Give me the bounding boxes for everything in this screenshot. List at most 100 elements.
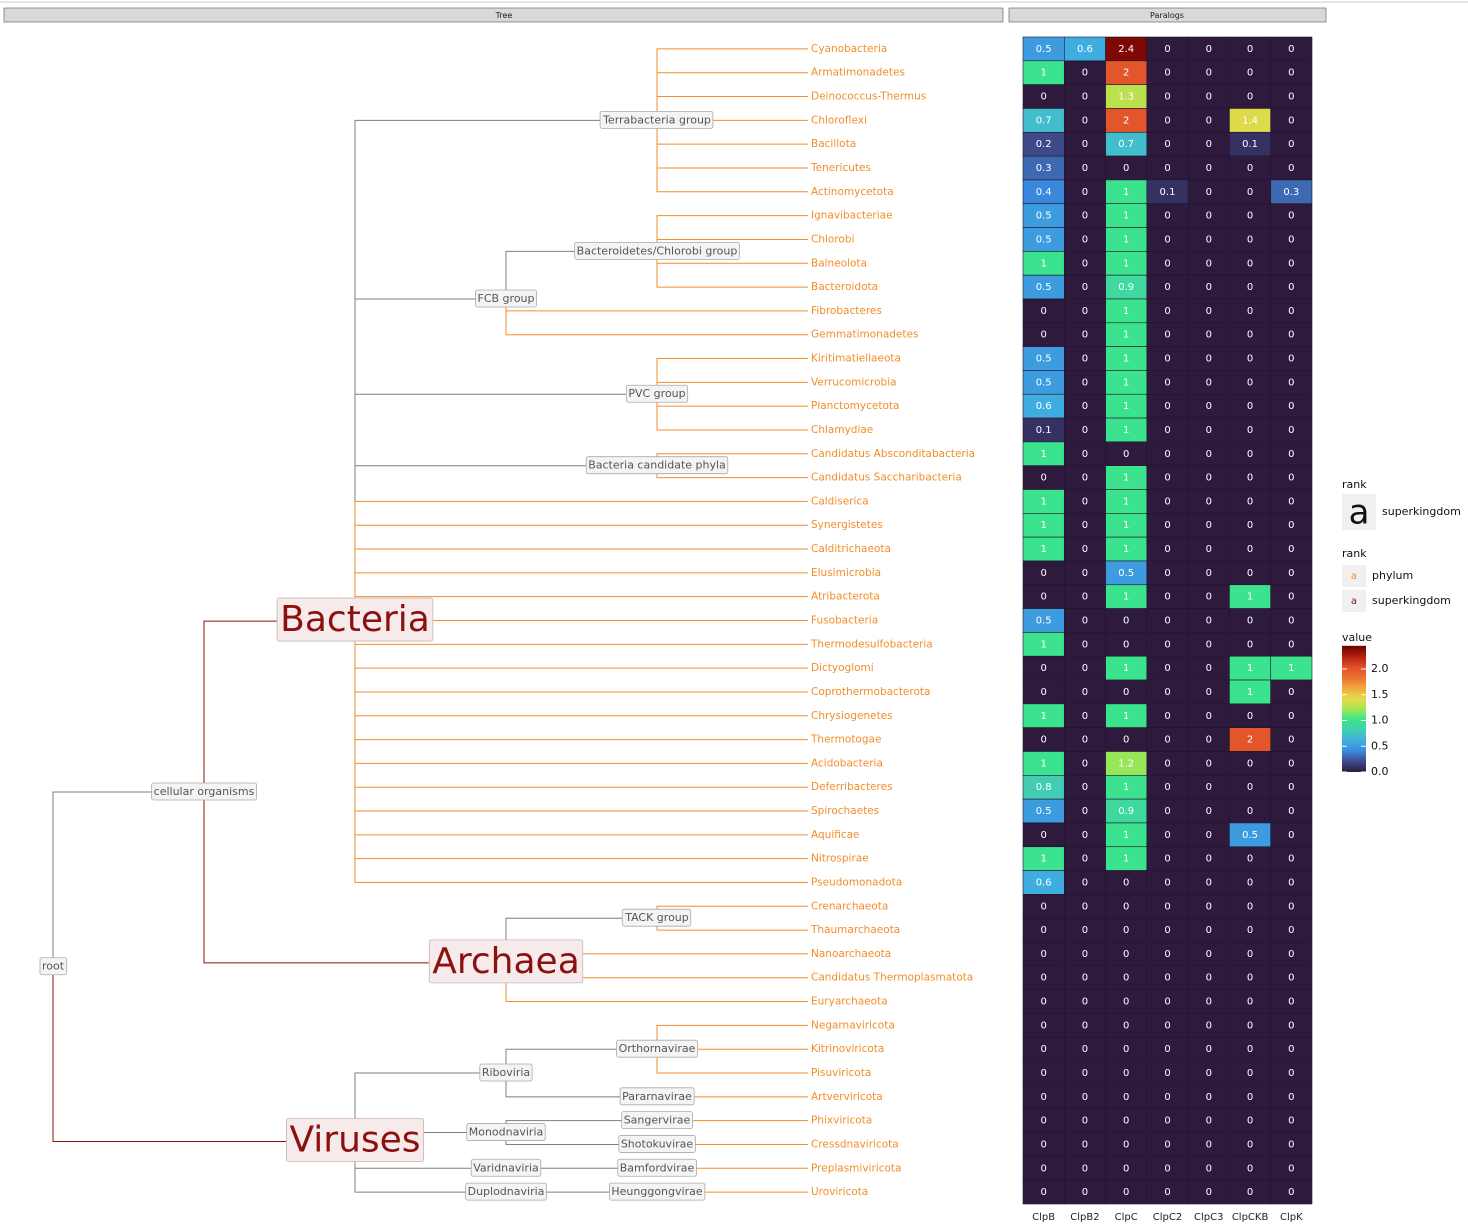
cell-label: 1: [1288, 663, 1294, 674]
cell-label: 0: [1247, 1044, 1253, 1055]
cell-label: 0: [1082, 187, 1088, 198]
cell-label: 0.5: [1036, 282, 1052, 293]
cell-label: 0: [1206, 234, 1212, 245]
colorbar-title: value: [1342, 631, 1372, 644]
cell-label: 0: [1040, 687, 1046, 698]
cell-label: 0: [1206, 44, 1212, 55]
cell-label: 0.5: [1036, 44, 1052, 55]
tip-label: Chloroflexi: [811, 114, 867, 126]
cell-label: 0: [1206, 687, 1212, 698]
node-label: Heunggongvirae: [611, 1185, 702, 1198]
cell-label: 0: [1164, 901, 1170, 912]
node-box: [479, 1063, 533, 1082]
cell-label: 0: [1247, 901, 1253, 912]
cell-label: 0.2: [1036, 139, 1052, 150]
cell-label: 0: [1288, 68, 1294, 79]
legend-label: phylum: [1372, 569, 1413, 582]
cell-label: 0: [1247, 258, 1253, 269]
cell-label: 0: [1123, 1116, 1129, 1127]
cell-label: 0: [1247, 925, 1253, 936]
node-box: [621, 1111, 693, 1130]
cell-label: 2: [1123, 68, 1129, 79]
cell-label: 0: [1288, 568, 1294, 579]
colorbar-tick-label: 0.0: [1371, 765, 1389, 778]
cell-label: 0: [1040, 1139, 1046, 1150]
cell-label: 0: [1288, 592, 1294, 603]
cell-label: 1: [1123, 473, 1129, 484]
cell-label: 0: [1247, 711, 1253, 722]
tip-label: Preplasmiviricota: [811, 1162, 901, 1174]
cell-label: 0.3: [1283, 187, 1299, 198]
tip-label: Atribacterota: [811, 591, 880, 603]
cell-label: 0: [1040, 949, 1046, 960]
node-label: Bamfordvirae: [620, 1161, 695, 1174]
cell-label: 0: [1040, 1187, 1046, 1198]
cell-label: 1.2: [1118, 758, 1134, 769]
cell-label: 1: [1123, 520, 1129, 531]
cell-label: 0: [1123, 1020, 1129, 1031]
cell-label: 0: [1206, 449, 1212, 460]
cell-label: 0: [1288, 44, 1294, 55]
node: Bacteroidetes/Chlorobi group: [574, 241, 740, 260]
cell-label: 0: [1164, 44, 1170, 55]
cell-label: 0: [1206, 997, 1212, 1008]
cell-label: 1: [1123, 306, 1129, 317]
column-label: ClpCKB: [1232, 1212, 1269, 1223]
cell-label: 0: [1206, 806, 1212, 817]
cell-label: 0: [1288, 735, 1294, 746]
tip-label: Spirochaetes: [811, 805, 879, 817]
cell-label: 0: [1247, 949, 1253, 960]
cell-label: 0: [1247, 568, 1253, 579]
cell-label: 0: [1247, 806, 1253, 817]
cell-label: 0: [1206, 758, 1212, 769]
column-label: ClpC: [1115, 1212, 1138, 1223]
legend-title: rank: [1342, 547, 1367, 560]
cell-label: 0: [1288, 234, 1294, 245]
cell-label: 0.7: [1036, 115, 1052, 126]
column-label: ClpK: [1280, 1212, 1303, 1223]
cell-label: 0: [1164, 377, 1170, 388]
node-box: [617, 1158, 697, 1177]
cell-label: 0: [1164, 1187, 1170, 1198]
cell-label: 0.9: [1118, 806, 1134, 817]
cell-label: 0: [1288, 830, 1294, 841]
cell-label: 0: [1123, 639, 1129, 650]
cell-label: 0: [1206, 139, 1212, 150]
cell-label: 1: [1123, 354, 1129, 365]
tip-label: Gemmatimonadetes: [811, 329, 918, 341]
cell-label: 1: [1123, 854, 1129, 865]
cell-label: 0: [1164, 830, 1170, 841]
node: Monodnaviria: [466, 1123, 546, 1141]
node: FCB group: [475, 289, 537, 308]
cell-label: 1: [1123, 330, 1129, 341]
tree-strip: [3, 7, 1004, 23]
cell-label: 1: [1247, 687, 1253, 698]
cell-label: 1: [1123, 830, 1129, 841]
cell-label: 0: [1164, 1068, 1170, 1079]
legend-key-bg: [1342, 565, 1366, 587]
paralogs-strip: [1008, 7, 1327, 23]
node-box: [428, 939, 584, 984]
cell-label: 0: [1123, 997, 1129, 1008]
cell-label: 0: [1288, 520, 1294, 531]
cell-label: 0: [1247, 997, 1253, 1008]
cell-label: 0: [1164, 616, 1170, 627]
node-box: [574, 241, 740, 260]
node-box: [151, 782, 258, 801]
tip-label: Candidatus Saccharibacteria: [811, 472, 962, 484]
cell-label: 0: [1040, 592, 1046, 603]
cell-label: 0: [1288, 711, 1294, 722]
cell-label: 0.5: [1242, 830, 1258, 841]
cell-label: 0: [1288, 901, 1294, 912]
cell-label: 0: [1123, 1139, 1129, 1150]
tip-label: Planctomycetota: [811, 400, 899, 412]
cell-label: 0: [1082, 925, 1088, 936]
edges: [52, 48, 808, 1193]
cell-label: 0: [1247, 854, 1253, 865]
cell-label: 0: [1288, 544, 1294, 555]
cell-label: 0: [1247, 306, 1253, 317]
cell-label: 0: [1164, 1044, 1170, 1055]
cell-label: 0: [1288, 1068, 1294, 1079]
legend-label: superkingdom: [1372, 594, 1451, 607]
colorbar-tick-label: 0.5: [1371, 739, 1389, 752]
